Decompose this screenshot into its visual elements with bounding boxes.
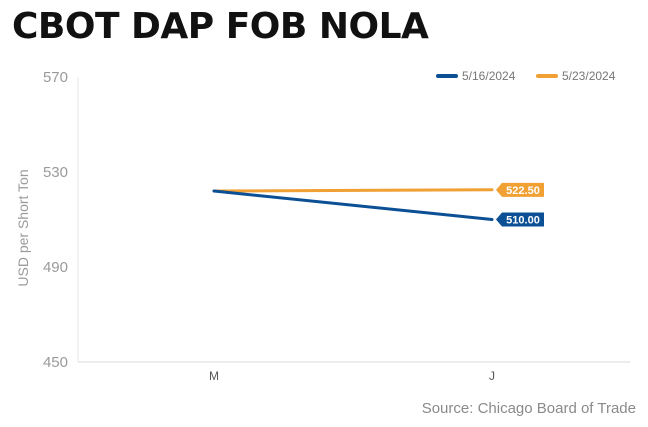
y-tick-label: 530 [43, 164, 68, 181]
series-lines: 510.00 522.50 [212, 182, 544, 227]
x-tick-label: M [209, 369, 219, 383]
legend-entry: 5/23/2024 [562, 69, 616, 83]
y-axis-ticks: 450 490 530 570 [43, 69, 68, 371]
y-tick-label: 490 [43, 259, 68, 276]
y-axis-label: USD per Short Ton [15, 169, 31, 286]
data-label-tag [496, 212, 544, 227]
chart-title: CBOT DAP FOB NOLA [12, 6, 429, 47]
x-tick-label: J [489, 369, 495, 383]
data-label: 522.50 [506, 185, 540, 197]
source-note: Source: Chicago Board of Trade [421, 400, 636, 417]
y-tick-label: 450 [43, 354, 68, 371]
data-label-tag [496, 182, 544, 197]
series-line [212, 188, 494, 193]
y-tick-label: 570 [43, 69, 68, 86]
data-label: 510.00 [506, 215, 540, 227]
legend-entry: 5/16/2024 [462, 69, 516, 83]
series-line [212, 189, 494, 221]
legend: 5/16/2024 5/23/2024 [436, 69, 616, 83]
